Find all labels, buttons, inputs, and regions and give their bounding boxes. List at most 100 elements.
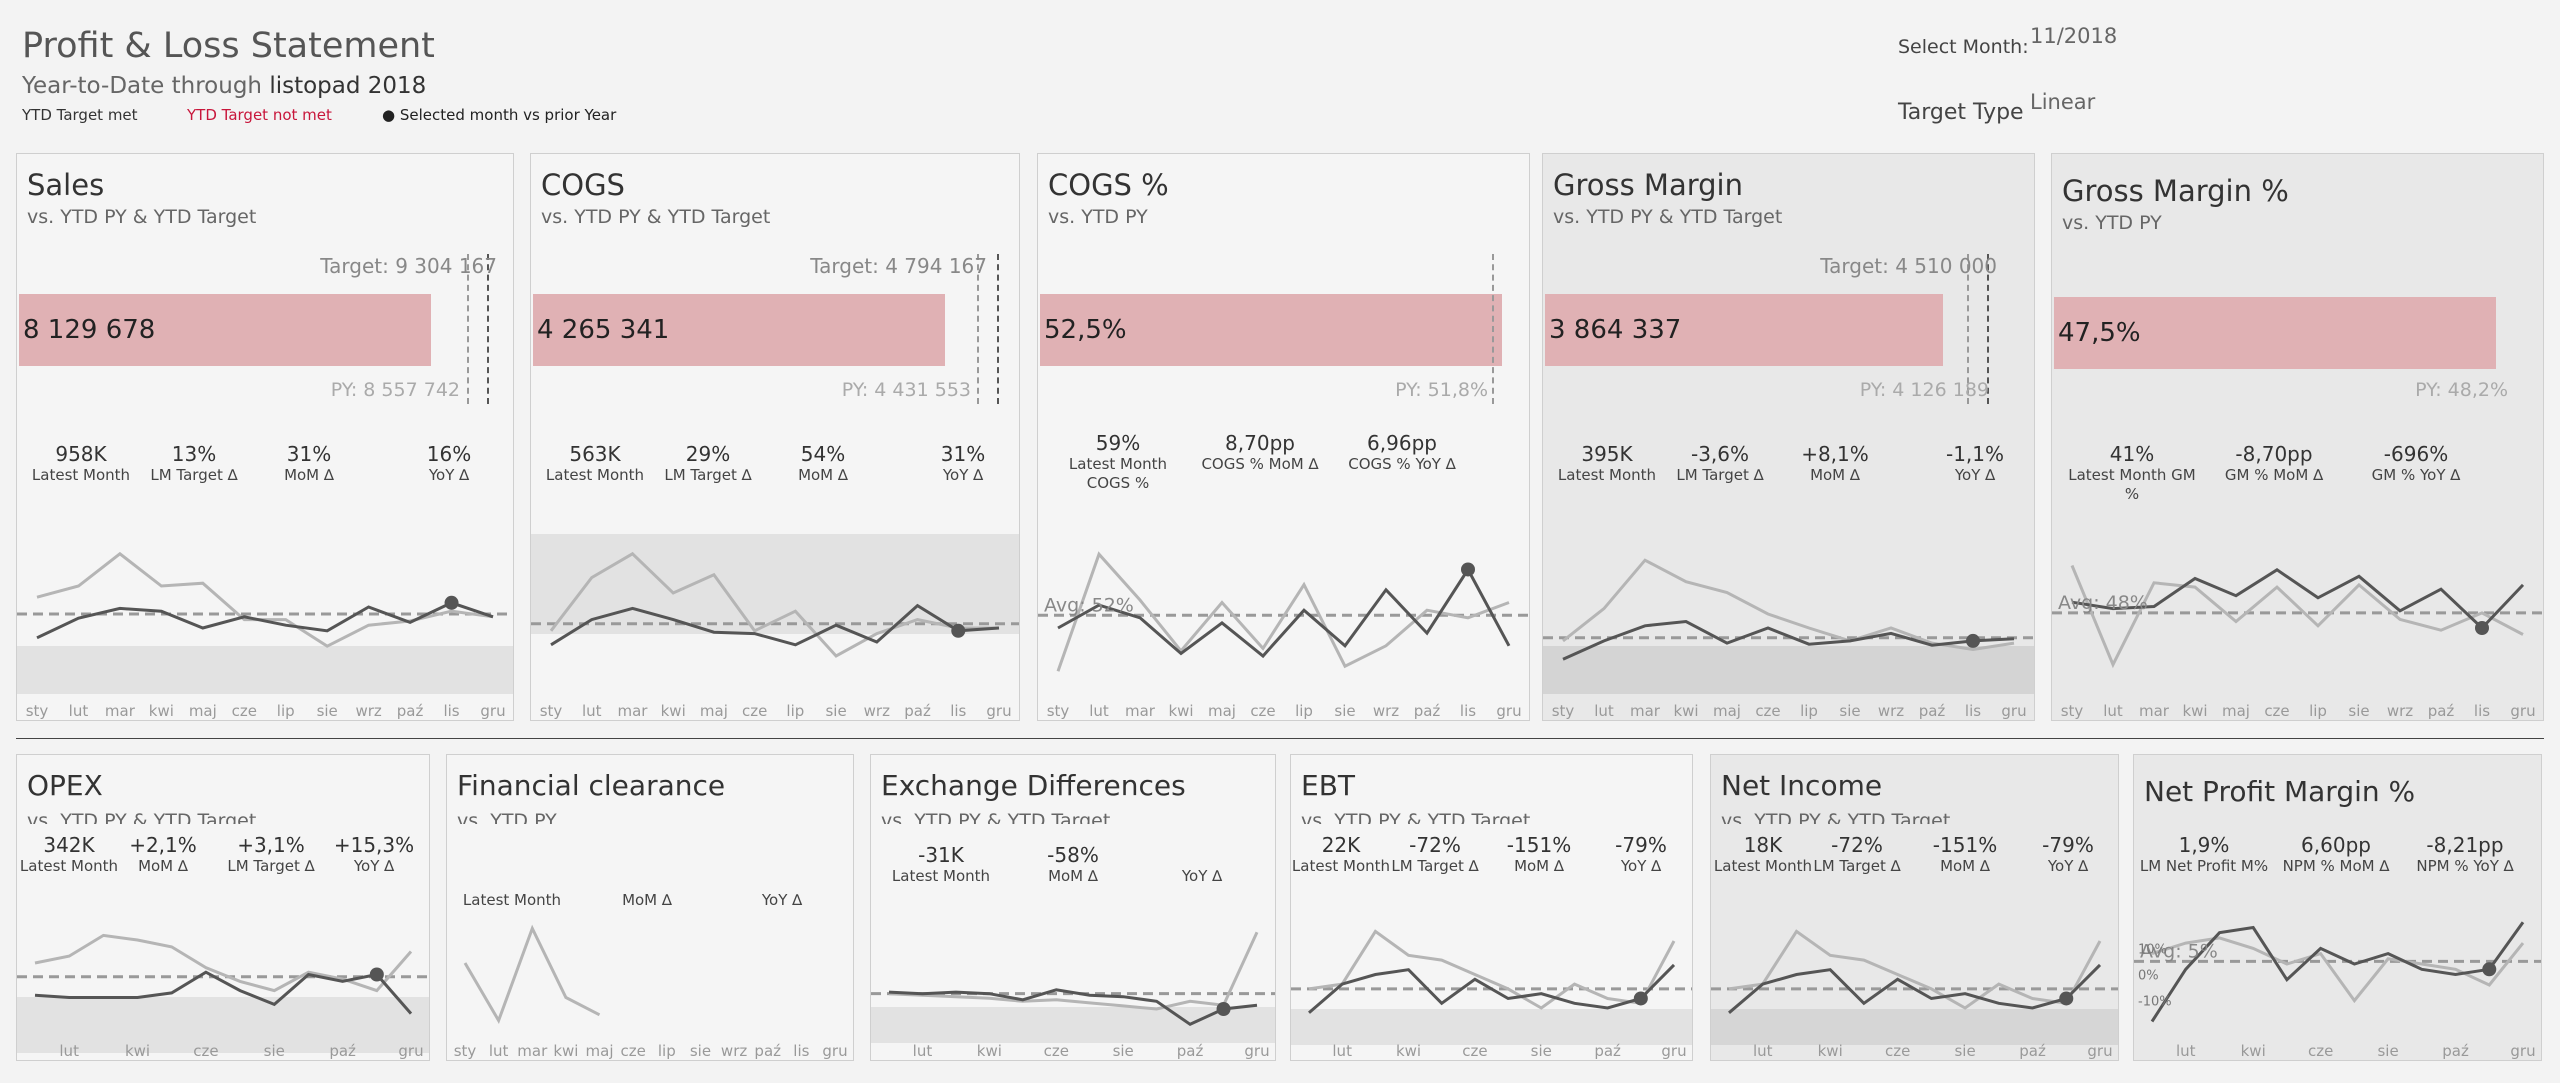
y-tick-label: -10% (2138, 995, 2172, 1010)
kpi-3: 16% YoY ∆ (384, 442, 513, 485)
x-tick-label: paź (397, 702, 424, 720)
prior-year-label: PY: 48,2% (2415, 379, 2508, 401)
panel-subtitle: vs. YTD PY & YTD Target (541, 206, 771, 228)
kpi-panel-financial-clearance: Financial clearance vs. YTD PY Latest Mon… (446, 754, 854, 1061)
x-tick-label: cze (1250, 702, 1275, 720)
x-tick-label: lis (2474, 702, 2490, 720)
x-tick-label: lut (69, 702, 89, 720)
target-label: Target: 9 304 167 (320, 254, 497, 278)
legend-selected-month: ● Selected month vs prior Year (382, 106, 617, 124)
kpi-panel-net-income: Net Income vs. YTD PY & YTD Target 18K Late… (1710, 754, 2119, 1061)
target-marker (487, 254, 489, 404)
prior-series-line (1056, 551, 1510, 672)
x-tick-label: lis (443, 702, 459, 720)
x-tick-label: gru (2001, 702, 2026, 720)
target-marker (1987, 254, 1989, 404)
x-tick-label: paź (1414, 702, 1441, 720)
panel-subtitle: vs. YTD PY (2062, 212, 2162, 234)
kpi-1: 13% LM Target ∆ (129, 442, 259, 485)
target-marker (1967, 254, 1969, 404)
kpi-2: 31% MoM ∆ (244, 442, 374, 485)
kpi-value: 41% (2109, 442, 2155, 466)
band-shade (531, 534, 1019, 634)
kpi-panel-cogs: COGS vs. YTD PY & YTD Target 4 265 341 Targ… (530, 153, 1020, 721)
prior-series-line (888, 931, 1259, 1011)
prior-year-label: PY: 4 126 189 (1859, 379, 1989, 401)
selected-month-marker (1966, 633, 1980, 648)
panel-subtitle: vs. YTD PY & YTD Target (881, 810, 1111, 824)
x-tick-label: kwi (125, 1042, 150, 1060)
kpi-value: 6,60pp (2301, 833, 2371, 857)
prior-series-line (463, 924, 601, 1025)
legend-target-met: YTD Target met (22, 106, 138, 124)
kpi-value: 342K (43, 833, 95, 857)
kpi-label: Latest Month (545, 466, 645, 484)
selected-month-marker (1216, 1002, 1231, 1016)
kpi-label: YoY ∆ (1181, 867, 1223, 885)
kpi-label: NPM % MoM ∆ (2282, 857, 2390, 875)
target-type-filter[interactable]: Linear (2030, 90, 2096, 114)
panel-title: Exchange Differences (881, 769, 1186, 802)
kpi-value: +3,1% (237, 833, 305, 857)
x-tick-label: lip (2309, 702, 2327, 720)
band-shade (871, 1007, 1275, 1043)
kpi-label: MoM ∆ (138, 857, 188, 875)
kpi-value: +15,3% (333, 833, 415, 857)
panel-subtitle: vs. YTD PY (457, 810, 557, 824)
x-tick-label: cze (2308, 1042, 2333, 1060)
kpi-2: 54% MoM ∆ (758, 442, 888, 485)
x-tick-label: lis (1965, 702, 1981, 720)
x-tick-label: mar (2139, 702, 2170, 720)
kpi-panel-exchange-differences: Exchange Differences vs. YTD PY & YTD Tar… (870, 754, 1276, 1061)
ytd-bar (2054, 297, 2496, 369)
kpi-label: Latest Month (31, 466, 131, 484)
kpi-1: 29% LM Target ∆ (643, 442, 773, 485)
selected-month-marker (1633, 991, 1648, 1006)
panel-title: Sales (27, 168, 105, 202)
band-shade (1711, 1009, 2118, 1045)
x-tick-label: mar (617, 702, 648, 720)
kpi-label: MoM ∆ (798, 466, 848, 484)
kpi-2: 6,96pp COGS % YoY ∆ (1337, 431, 1467, 474)
select-month-filter[interactable]: 11/2018 (2030, 24, 2118, 48)
x-tick-label: lip (786, 702, 804, 720)
x-tick-label: kwi (661, 702, 686, 720)
x-tick-label: lut (913, 1042, 933, 1060)
ytd-bar (1545, 294, 1943, 366)
sparkline-chart: sty lut mar kwi maj cze lip sie wrz paź lis gru (531, 534, 1019, 720)
x-tick-label: mar (517, 1042, 548, 1060)
kpi-label: Latest Month (19, 857, 119, 875)
kpi-panel-sales: Sales vs. YTD PY & YTD Target 8 129 678 Tar… (16, 153, 514, 721)
ytd-bar (1040, 294, 1502, 366)
x-tick-label: maj (1713, 702, 1741, 720)
kpi-value: -696% (2383, 442, 2449, 466)
kpi-panel-cogs-: COGS % vs. YTD PY 52,5% PY: 51,8% 59% Latest … (1037, 153, 1530, 721)
panel-subtitle: vs. YTD PY & YTD Target (1721, 810, 1951, 824)
kpi-0: 563K Latest Month (531, 442, 660, 485)
kpi-0: 41% Latest Month GM % (2067, 442, 2197, 504)
x-tick-label: kwi (1396, 1042, 1421, 1060)
current-series-line (2150, 921, 2525, 1023)
x-tick-label: lis (793, 1042, 809, 1060)
kpi-label: YoY ∆ (761, 891, 803, 909)
x-tick-label: maj (2222, 702, 2250, 720)
x-tick-label: sty (454, 1042, 477, 1060)
x-tick-label: gru (1244, 1042, 1269, 1060)
kpi-label: MoM ∆ (1810, 466, 1860, 484)
kpi-value (1137, 843, 1267, 867)
x-tick-label: lis (950, 702, 966, 720)
select-month-label: Select Month: (1898, 36, 2029, 58)
kpi-label: YoY ∆ (1620, 857, 1662, 875)
x-tick-label: cze (1044, 1042, 1069, 1060)
selected-month-marker (369, 967, 384, 982)
current-series-line (2071, 568, 2525, 631)
x-tick-label: kwi (2241, 1042, 2266, 1060)
kpi-value: 13% (171, 442, 217, 466)
panel-title: EBT (1301, 769, 1356, 802)
sparkline-chart: sty lut mar kwi maj cze lip sie wrz paź lis gru (17, 551, 513, 720)
kpi-2: -8,21pp NPM % YoY ∆ (2400, 833, 2530, 876)
x-tick-label: sty (1552, 702, 1575, 720)
x-tick-label: lut (489, 1042, 509, 1060)
ytd-bar (19, 294, 431, 366)
selected-month-marker (2475, 621, 2489, 635)
